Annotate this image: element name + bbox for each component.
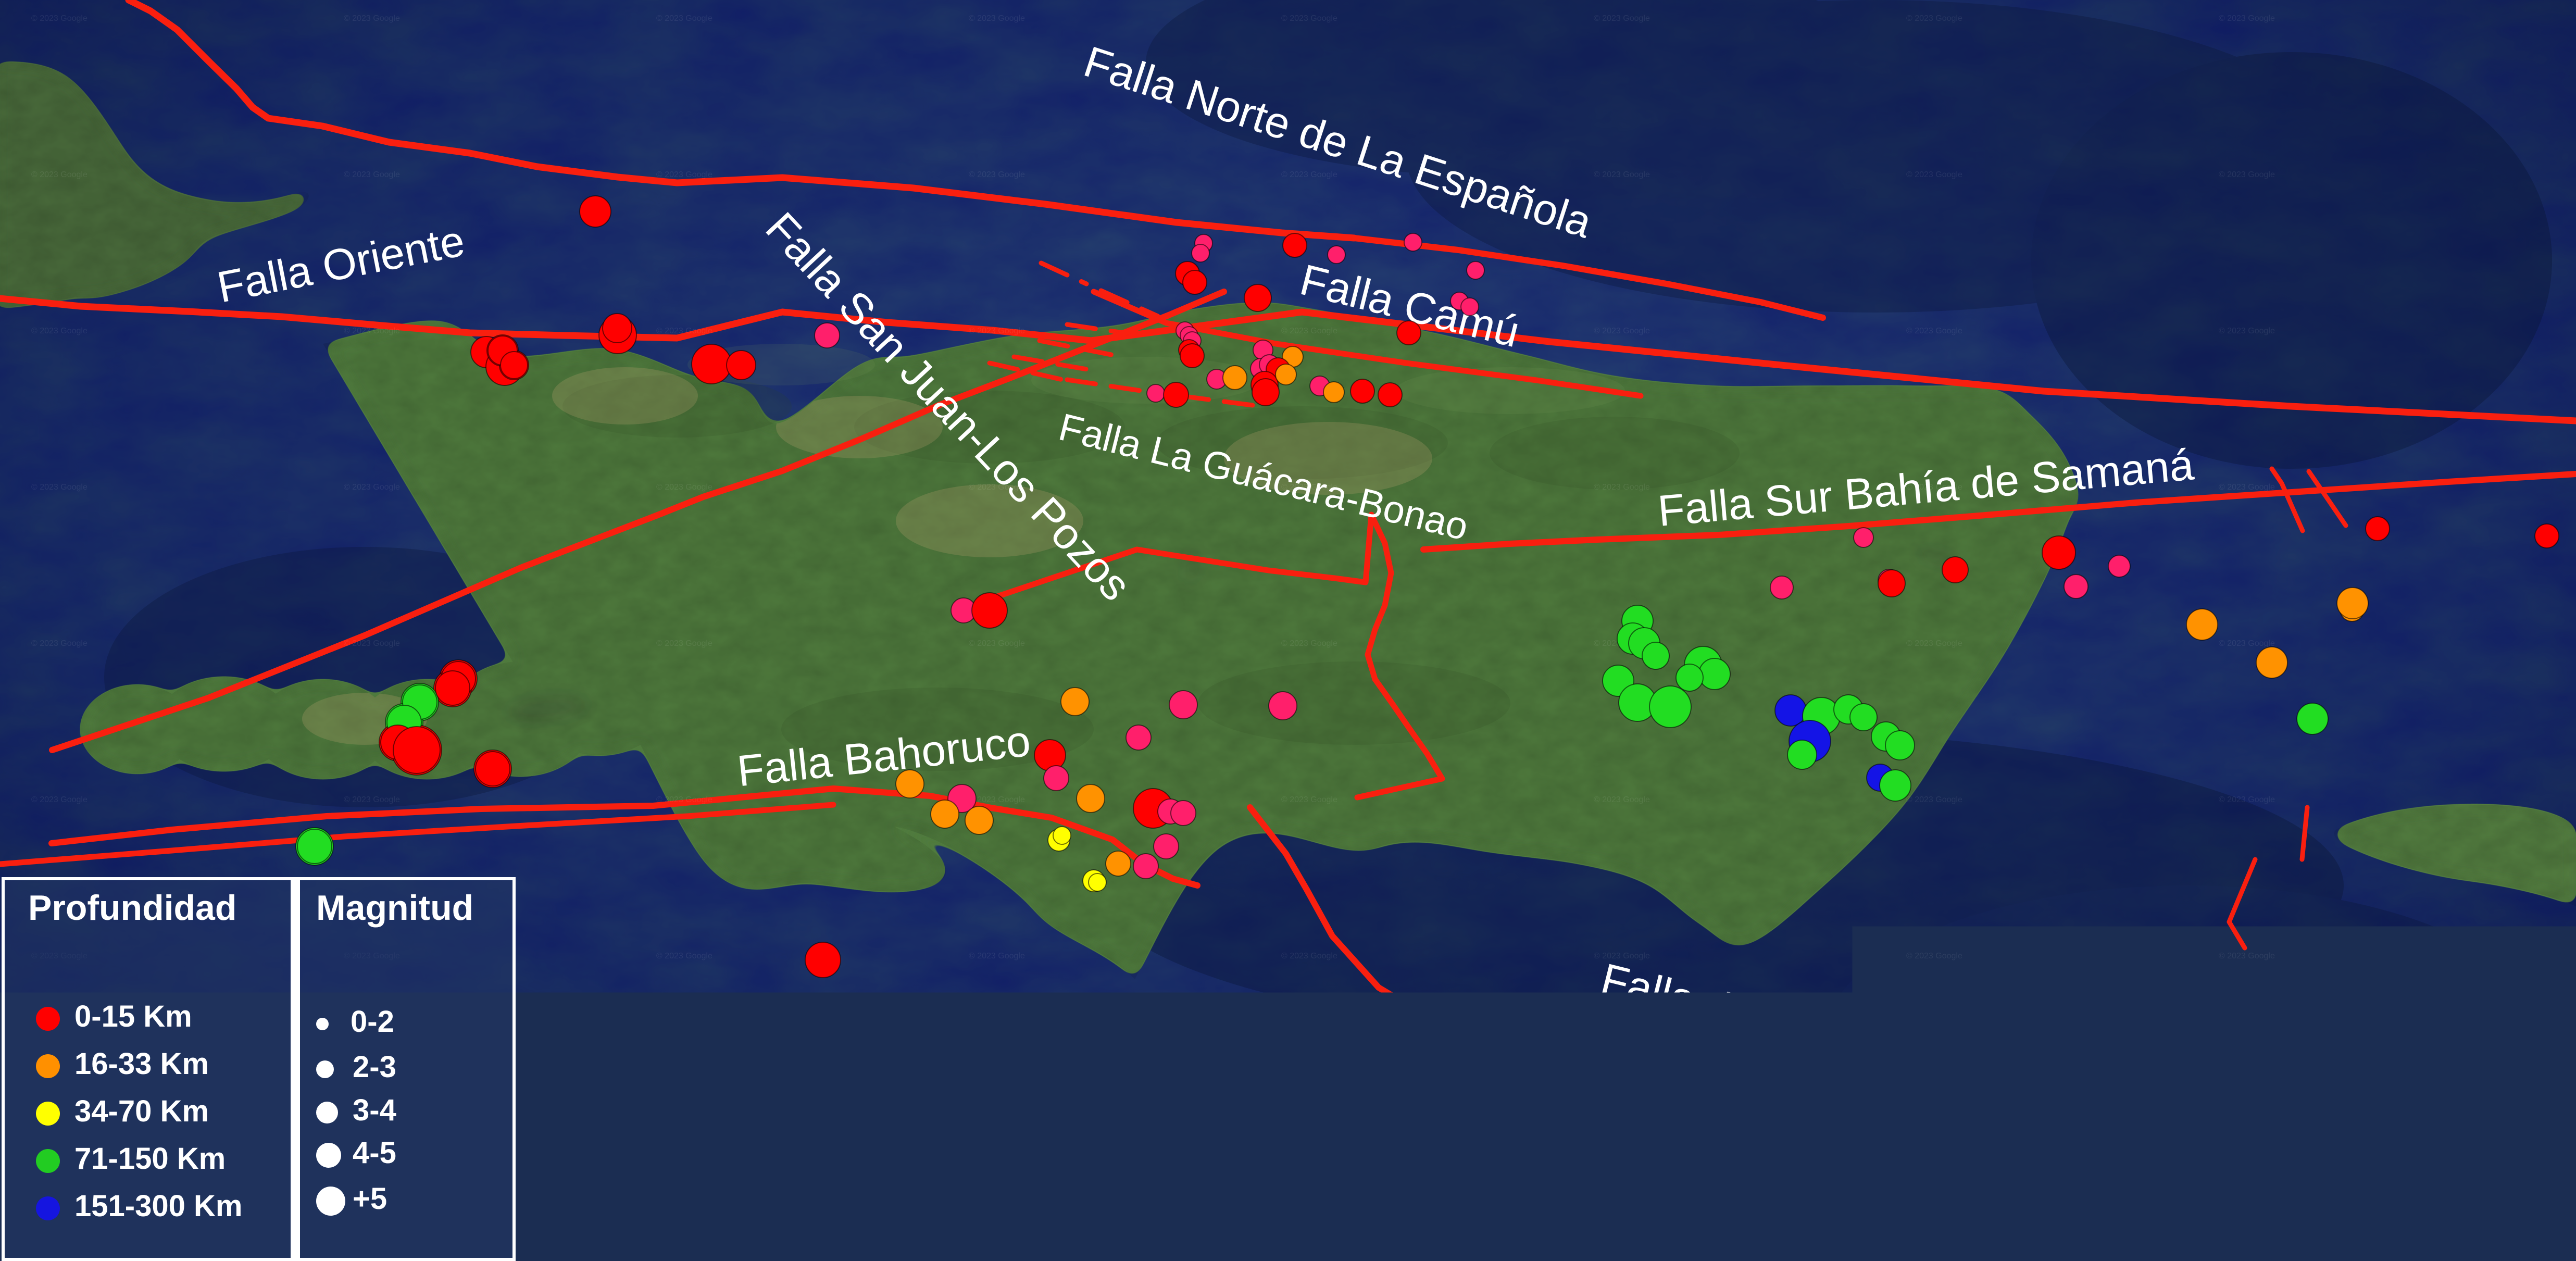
svg-text:© 2023 Google: © 2023 Google	[1906, 639, 1962, 648]
svg-text:© 2023 Google: © 2023 Google	[969, 327, 1025, 335]
svg-text:© 2023 Google: © 2023 Google	[2219, 327, 2275, 335]
svg-text:© 2023 Google: © 2023 Google	[344, 639, 400, 648]
svg-text:© 2023 Google: © 2023 Google	[1906, 795, 1962, 804]
svg-text:© 2023 Google: © 2023 Google	[2219, 170, 2275, 179]
svg-text:© 2023 Google: © 2023 Google	[969, 952, 1025, 960]
svg-text:© 2023 Google: © 2023 Google	[31, 170, 87, 179]
svg-text:© 2023 Google: © 2023 Google	[344, 327, 400, 335]
svg-text:© 2023 Google: © 2023 Google	[1594, 170, 1650, 179]
svg-text:© 2023 Google: © 2023 Google	[969, 170, 1025, 179]
svg-text:© 2023 Google: © 2023 Google	[656, 639, 712, 648]
svg-text:© 2023 Google: © 2023 Google	[656, 795, 712, 804]
svg-text:© 2023 Google: © 2023 Google	[1906, 327, 1962, 335]
svg-text:© 2023 Google: © 2023 Google	[1281, 1108, 1337, 1117]
svg-text:© 2023 Google: © 2023 Google	[31, 14, 87, 23]
svg-text:© 2023 Google: © 2023 Google	[656, 14, 712, 23]
svg-text:© 2023 Google: © 2023 Google	[1594, 327, 1650, 335]
svg-text:© 2023 Google: © 2023 Google	[1281, 795, 1337, 804]
svg-text:© 2023 Google: © 2023 Google	[969, 1108, 1025, 1117]
svg-text:© 2023 Google: © 2023 Google	[1281, 952, 1337, 960]
svg-text:© 2023 Google: © 2023 Google	[2219, 14, 2275, 23]
svg-text:© 2023 Google: © 2023 Google	[1906, 952, 1962, 960]
svg-text:© 2023 Google: © 2023 Google	[344, 483, 400, 492]
svg-text:© 2023 Google: © 2023 Google	[1594, 795, 1650, 804]
svg-text:© 2023 Google: © 2023 Google	[1906, 170, 1962, 179]
svg-text:© 2023 Google: © 2023 Google	[656, 327, 712, 335]
svg-text:© 2023 Google: © 2023 Google	[969, 795, 1025, 804]
svg-text:© 2023 Google: © 2023 Google	[31, 795, 87, 804]
svg-text:© 2023 Google: © 2023 Google	[1906, 14, 1962, 23]
svg-text:© 2023 Google: © 2023 Google	[1281, 170, 1337, 179]
svg-text:© 2023 Google: © 2023 Google	[2219, 795, 2275, 804]
svg-text:© 2023 Google: © 2023 Google	[2219, 639, 2275, 648]
svg-text:© 2023 Google: © 2023 Google	[344, 170, 400, 179]
svg-text:© 2023 Google: © 2023 Google	[2219, 952, 2275, 960]
svg-text:© 2023 Google: © 2023 Google	[1594, 483, 1650, 492]
svg-text:© 2023 Google: © 2023 Google	[1281, 14, 1337, 23]
svg-text:© 2023 Google: © 2023 Google	[344, 795, 400, 804]
svg-text:© 2023 Google: © 2023 Google	[31, 327, 87, 335]
svg-text:© 2023 Google: © 2023 Google	[31, 639, 87, 648]
svg-text:© 2023 Google: © 2023 Google	[1594, 14, 1650, 23]
svg-text:© 2023 Google: © 2023 Google	[344, 14, 400, 23]
svg-text:© 2023 Google: © 2023 Google	[969, 14, 1025, 23]
svg-text:© 2023 Google: © 2023 Google	[1594, 1108, 1650, 1117]
svg-text:© 2023 Google: © 2023 Google	[656, 952, 712, 960]
svg-text:© 2023 Google: © 2023 Google	[2219, 483, 2275, 492]
svg-text:© 2023 Google: © 2023 Google	[656, 483, 712, 492]
svg-text:© 2023 Google: © 2023 Google	[656, 170, 712, 179]
svg-text:© 2023 Google: © 2023 Google	[1906, 1108, 1962, 1117]
svg-text:© 2023 Google: © 2023 Google	[656, 1108, 712, 1117]
svg-text:© 2023 Google: © 2023 Google	[969, 639, 1025, 648]
svg-text:© 2023 Google: © 2023 Google	[1281, 327, 1337, 335]
svg-text:© 2023 Google: © 2023 Google	[2219, 1108, 2275, 1117]
svg-text:© 2023 Google: © 2023 Google	[31, 483, 87, 492]
svg-text:© 2023 Google: © 2023 Google	[1281, 639, 1337, 648]
